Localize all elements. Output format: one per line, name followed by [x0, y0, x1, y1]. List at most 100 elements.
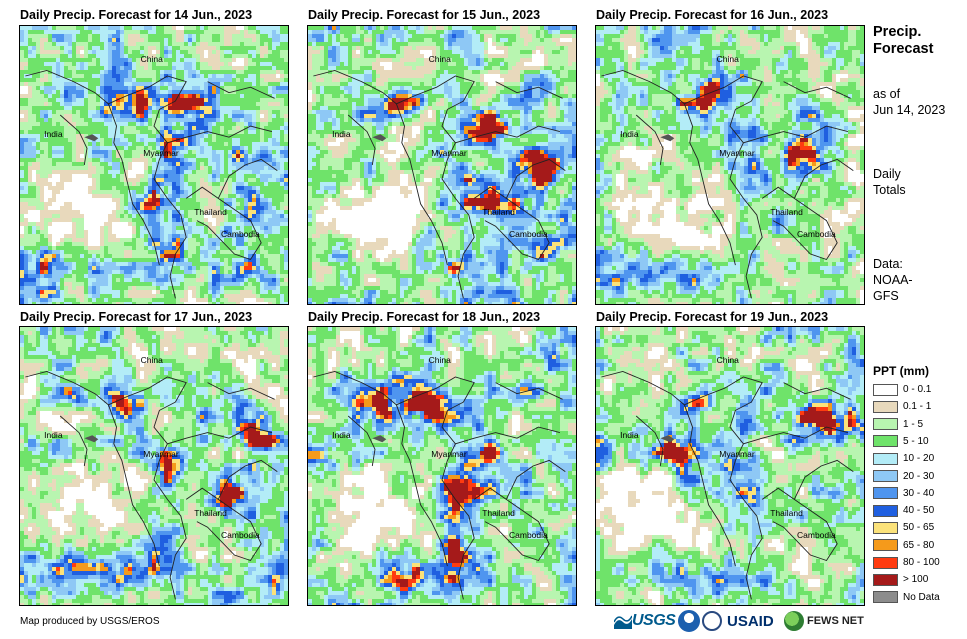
place-thailand: Thailand — [194, 207, 227, 217]
legend-row: 65 - 80 — [873, 539, 934, 552]
precip-raster — [20, 327, 288, 605]
place-thailand: Thailand — [770, 207, 803, 217]
legend-swatch — [873, 452, 898, 465]
legend-swatch — [873, 556, 898, 569]
place-india: India — [332, 129, 350, 139]
legend-label: 10 - 20 — [903, 453, 934, 464]
place-thailand: Thailand — [482, 207, 515, 217]
legend-row: 30 - 40 — [873, 487, 934, 500]
precip-raster — [308, 327, 576, 605]
place-india: India — [620, 129, 638, 139]
place-china: China — [141, 54, 163, 64]
legend-label: 0 - 0.1 — [903, 384, 931, 395]
legend-swatch — [873, 591, 898, 604]
doc-seal — [702, 610, 722, 632]
legend-label: 5 - 10 — [903, 436, 929, 447]
place-cambodia: Cambodia — [509, 229, 548, 239]
place-myanmar: Myanmar — [143, 148, 178, 158]
place-myanmar: Myanmar — [431, 449, 466, 459]
place-cambodia: Cambodia — [797, 530, 836, 540]
precip-raster — [308, 26, 576, 304]
country-borders — [601, 70, 854, 299]
place-myanmar: Myanmar — [719, 449, 754, 459]
sidebar-totals: Daily Totals — [873, 166, 906, 198]
legend-row: No Data — [873, 591, 940, 604]
sidebar-heading-line2: Forecast — [873, 41, 933, 58]
panel-title-1: Daily Precip. Forecast for 14 Jun., 2023 — [20, 8, 252, 22]
legend-label: > 100 — [903, 574, 928, 585]
legend-label: 0.1 - 1 — [903, 401, 931, 412]
legend-label: 20 - 30 — [903, 471, 934, 482]
legend-swatch — [873, 470, 898, 482]
legend-swatch — [873, 504, 898, 517]
country-borders — [313, 371, 566, 600]
legend-row: > 100 — [873, 573, 928, 586]
legend-swatch — [873, 435, 898, 448]
place-china: China — [141, 355, 163, 365]
map-credit: Map produced by USGS/EROS — [20, 616, 160, 627]
legend-row: 80 - 100 — [873, 556, 940, 569]
place-china: China — [717, 54, 739, 64]
place-india: India — [620, 430, 638, 440]
map-panel-1: China India Myanmar Thailand Cambodia — [19, 25, 289, 305]
place-cambodia: Cambodia — [221, 229, 260, 239]
legend-row: 50 - 65 — [873, 521, 934, 534]
place-thailand: Thailand — [482, 508, 515, 518]
doc-seal-icon — [702, 611, 722, 631]
place-china: China — [717, 355, 739, 365]
legend-swatch — [873, 573, 898, 586]
panel-title-3: Daily Precip. Forecast for 16 Jun., 2023 — [596, 8, 828, 22]
legend-swatch — [873, 521, 898, 534]
sidebar-data-source: Data: NOAA- GFS — [873, 256, 913, 304]
legend-title: PPT (mm) — [873, 364, 929, 378]
legend-row: 0 - 0.1 — [873, 383, 931, 396]
sidebar-data-line3: GFS — [873, 288, 913, 304]
noaa-logo — [678, 610, 700, 632]
place-india: India — [332, 430, 350, 440]
place-thailand: Thailand — [194, 508, 227, 518]
legend-swatch — [873, 487, 898, 500]
map-panel-5: China India Myanmar Thailand Cambodia — [307, 326, 577, 606]
legend-row: 0.1 - 1 — [873, 400, 931, 413]
place-china: China — [429, 355, 451, 365]
panel-title-2: Daily Precip. Forecast for 15 Jun., 2023 — [308, 8, 540, 22]
noaa-icon — [678, 610, 700, 632]
legend-row: 5 - 10 — [873, 435, 929, 448]
usgs-logo: USGS — [614, 610, 676, 632]
legend-swatch — [873, 539, 898, 552]
legend-row: 40 - 50 — [873, 504, 934, 517]
legend-label: 65 - 80 — [903, 540, 934, 551]
fews-logo: FEWS NET — [784, 610, 864, 632]
precip-raster — [596, 327, 864, 605]
sidebar-data-line1: Data: — [873, 256, 913, 272]
country-borders — [601, 371, 854, 600]
sidebar-totals-line1: Daily — [873, 166, 906, 182]
sidebar-data-line2: NOAA- — [873, 272, 913, 288]
panel-title-4: Daily Precip. Forecast for 17 Jun., 2023 — [20, 310, 252, 324]
sidebar-asof-line1: as of — [873, 86, 945, 102]
precip-raster — [596, 26, 864, 304]
precip-raster — [20, 26, 288, 304]
sidebar-asof: as of Jun 14, 2023 — [873, 86, 945, 118]
country-borders — [313, 70, 566, 299]
legend-row: 10 - 20 — [873, 452, 934, 465]
legend-label: 40 - 50 — [903, 505, 934, 516]
place-myanmar: Myanmar — [143, 449, 178, 459]
country-borders — [25, 371, 278, 600]
place-cambodia: Cambodia — [221, 530, 260, 540]
legend-row: 20 - 30 — [873, 470, 934, 483]
sidebar-heading-line1: Precip. — [873, 24, 933, 41]
legend-swatch — [873, 400, 898, 413]
map-panel-3: China India Myanmar Thailand Cambodia — [595, 25, 865, 305]
sidebar-heading: Precip. Forecast — [873, 24, 933, 58]
country-borders — [25, 70, 278, 299]
map-panel-2: China India Myanmar Thailand Cambodia — [307, 25, 577, 305]
place-myanmar: Myanmar — [431, 148, 466, 158]
legend-label: No Data — [903, 592, 940, 603]
legend-label: 80 - 100 — [903, 557, 940, 568]
place-cambodia: Cambodia — [509, 530, 548, 540]
legend-label: 50 - 65 — [903, 522, 934, 533]
place-india: India — [44, 129, 62, 139]
legend-row: 1 - 5 — [873, 418, 923, 431]
sidebar-totals-line2: Totals — [873, 182, 906, 198]
